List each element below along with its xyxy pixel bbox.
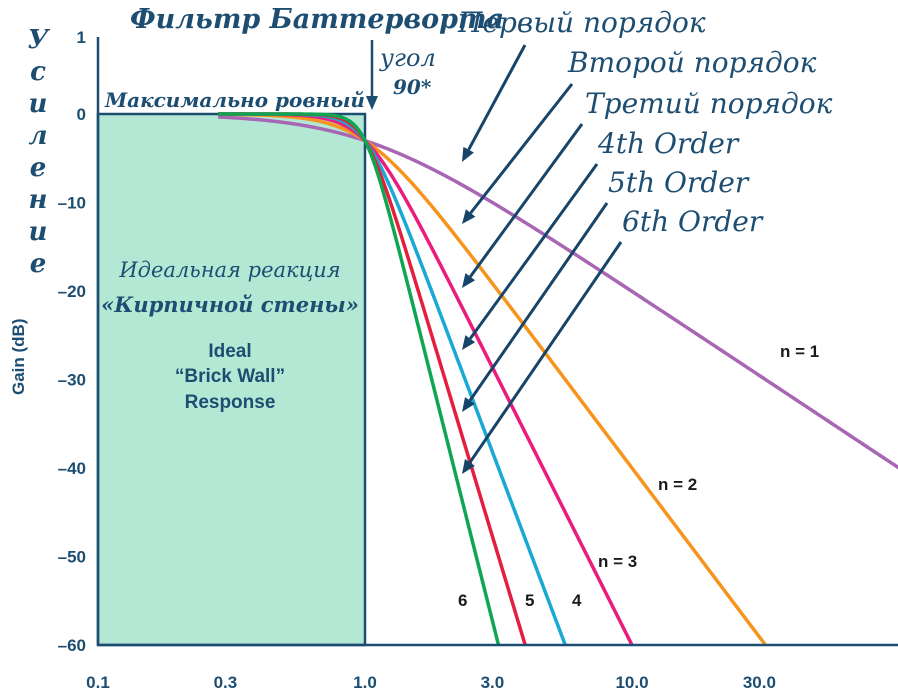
arrow-line xyxy=(468,241,623,464)
x-tick-label: 1.0 xyxy=(353,673,377,692)
chart-title: Фильтр Баттерворта xyxy=(130,4,504,35)
series-label-n1: n = 1 xyxy=(780,342,819,361)
ideal-en-2: “Brick Wall” xyxy=(175,366,285,387)
order-label-3: Третий порядок xyxy=(585,87,833,120)
arrow-line xyxy=(469,123,584,278)
series-label-n6: 6 xyxy=(458,591,467,610)
y-tick-label: –60 xyxy=(58,636,86,655)
arrowhead-icon xyxy=(462,209,476,224)
y-tick-label: –30 xyxy=(58,371,86,390)
order-label-5: 5th Order xyxy=(608,166,750,199)
y-label-ru-letter: е xyxy=(30,249,47,279)
y-tick-label: –40 xyxy=(58,459,86,478)
arrowhead-icon xyxy=(462,335,476,350)
arrowhead-icon xyxy=(462,459,475,474)
x-tick-label: 30.0 xyxy=(743,673,776,692)
y-tick-label: –50 xyxy=(58,548,86,567)
ideal-en-1: Ideal xyxy=(208,341,251,362)
y-tick-label: –20 xyxy=(58,282,86,301)
y-label-ru-letter: с xyxy=(30,57,46,87)
arrowhead-icon xyxy=(462,273,476,288)
arrowhead-icon xyxy=(462,397,475,412)
y-label-ru-letter: У xyxy=(27,25,50,55)
down-arrowhead-icon xyxy=(366,96,378,110)
x-tick-label: 3.0 xyxy=(481,673,505,692)
x-tick-label: 0.1 xyxy=(86,673,110,692)
y-axis-label: Gain (dB) xyxy=(9,319,28,396)
y-tick-label: –10 xyxy=(58,194,86,213)
y-label-ru-letter: н xyxy=(29,185,48,215)
arrowhead-icon xyxy=(462,146,474,162)
ideal-ru-1: Идеальная реакция xyxy=(118,258,340,282)
series-label-n4: 4 xyxy=(572,591,582,610)
x-tick-label: 10.0 xyxy=(615,673,648,692)
series-line-n6 xyxy=(218,112,501,646)
angle-value: 90* xyxy=(393,75,432,99)
series-line-n1 xyxy=(218,115,898,470)
y-label-ru-letter: и xyxy=(29,89,48,119)
series-line-n2 xyxy=(218,112,767,647)
series-label-n5: 5 xyxy=(525,591,534,610)
arrow-line xyxy=(468,202,609,402)
flat-label: Максимально ровный xyxy=(104,88,365,112)
x-tick-label: 0.3 xyxy=(214,673,238,692)
arrow-line xyxy=(469,83,574,214)
order-label-2: Второй порядок xyxy=(567,46,817,79)
angle-label: угол xyxy=(379,44,436,72)
order-label-1: Первый порядок xyxy=(457,6,706,39)
ideal-en-3: Response xyxy=(185,392,276,413)
y-tick-label: 0 xyxy=(77,105,86,124)
series-label-n2: n = 2 xyxy=(658,475,697,494)
y-label-ru-letter: е xyxy=(30,153,47,183)
order-label-6: 6th Order xyxy=(622,205,764,238)
ideal-ru-2: «Кирпичной стены» xyxy=(101,292,359,317)
arrow-line xyxy=(467,44,527,151)
arrow-line xyxy=(469,163,599,340)
brick-wall-area xyxy=(96,112,367,647)
y-label-ru-letter: и xyxy=(29,217,48,247)
order-label-4: 4th Order xyxy=(597,127,740,160)
y-label-ru-letter: л xyxy=(28,121,47,151)
y-tick-label: 1 xyxy=(77,28,86,47)
series-label-n3: n = 3 xyxy=(598,552,637,571)
